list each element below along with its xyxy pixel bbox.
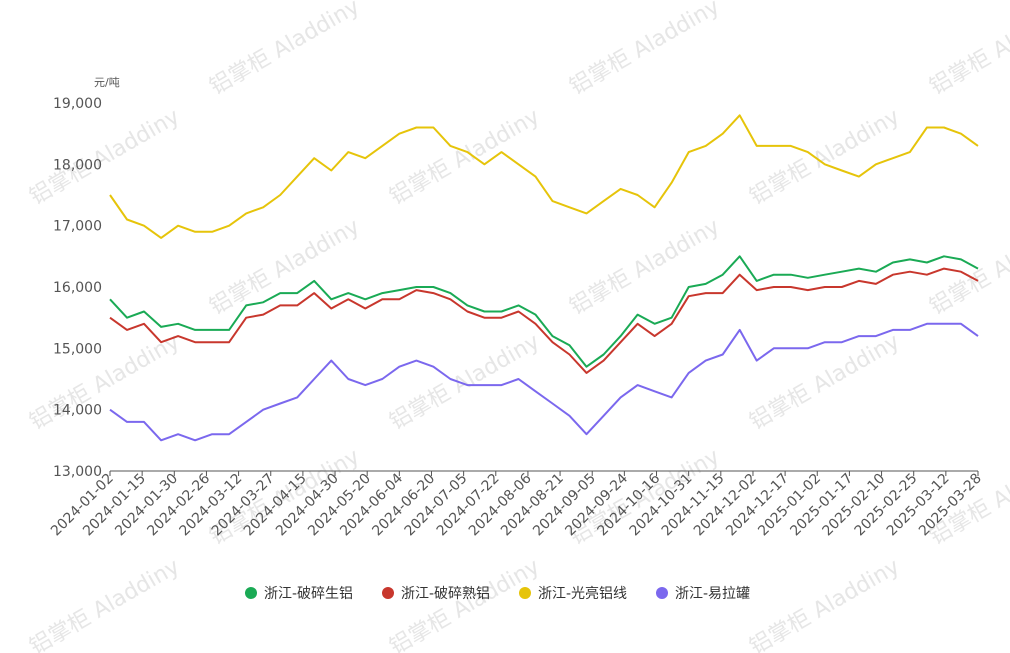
legend-marker: [382, 587, 394, 599]
legend-label: 浙江-破碎生铝: [264, 586, 353, 602]
watermark-text: 铝掌柜 Aladdiny: [926, 0, 1010, 100]
legend-item[interactable]: 浙江-破碎熟铝: [382, 586, 490, 602]
legend-marker: [519, 587, 531, 599]
legend-item[interactable]: 浙江-光亮铝线: [519, 585, 627, 602]
watermark-text: 铝掌柜 Aladdiny: [206, 0, 365, 100]
legend-label: 浙江-破碎熟铝: [401, 586, 490, 602]
y-tick-label: 16,000: [53, 280, 102, 296]
watermark-text: 铝掌柜 Aladdiny: [746, 104, 905, 210]
series-line: [109, 267, 979, 374]
y-tick-label: 15,000: [53, 341, 102, 357]
series-line: [109, 255, 979, 368]
legend-item[interactable]: 浙江-破碎生铝: [245, 586, 353, 602]
y-tick-label: 18,000: [53, 157, 102, 173]
x-axis: 2024-01-022024-01-152024-01-302024-02-26…: [48, 470, 985, 539]
legend-marker: [656, 587, 668, 599]
legend-label: 浙江-光亮铝线: [538, 585, 627, 602]
series-line: [109, 114, 979, 239]
series-lines: [109, 114, 979, 442]
legend-item[interactable]: 浙江-易拉罐: [656, 586, 750, 602]
y-axis-unit-label: 元/吨: [94, 76, 120, 89]
watermark-text: 铝掌柜 Aladdiny: [26, 554, 185, 653]
legend-label: 浙江-易拉罐: [675, 586, 750, 602]
y-tick-label: 19,000: [53, 96, 102, 112]
y-tick-label: 14,000: [53, 403, 102, 419]
legend-marker: [245, 587, 257, 599]
watermark-text: 铝掌柜 Aladdiny: [926, 214, 1010, 320]
watermark-text: 铝掌柜 Aladdiny: [746, 554, 905, 653]
watermark-text: 铝掌柜 Aladdiny: [26, 329, 185, 435]
watermark-text: 铝掌柜 Aladdiny: [386, 104, 545, 210]
watermark-text: 铝掌柜 Aladdiny: [386, 554, 545, 653]
y-tick-label: 17,000: [53, 219, 102, 235]
watermark-text: 铝掌柜 Aladdiny: [26, 104, 185, 210]
legend[interactable]: 浙江-破碎生铝 浙江-破碎熟铝 浙江-光亮铝线 浙江-易拉罐: [245, 585, 750, 602]
y-tick-label: 13,000: [53, 464, 102, 480]
watermark-text: 铝掌柜 Aladdiny: [566, 214, 725, 320]
watermark-text: 铝掌柜 Aladdiny: [566, 0, 725, 100]
series-line: [109, 322, 979, 442]
y-axis: 13,000 14,000 15,000 16,000 17,000 18,000 19,0…: [53, 96, 102, 480]
watermark-layer: 铝掌柜 Aladdiny 铝掌柜 Aladdiny 铝掌柜 Aladdiny铝掌柜 …: [26, 0, 1010, 653]
watermark-text: 铝掌柜 Aladdiny: [746, 329, 905, 435]
watermark-text: 铝掌柜 Aladdiny: [386, 329, 545, 435]
